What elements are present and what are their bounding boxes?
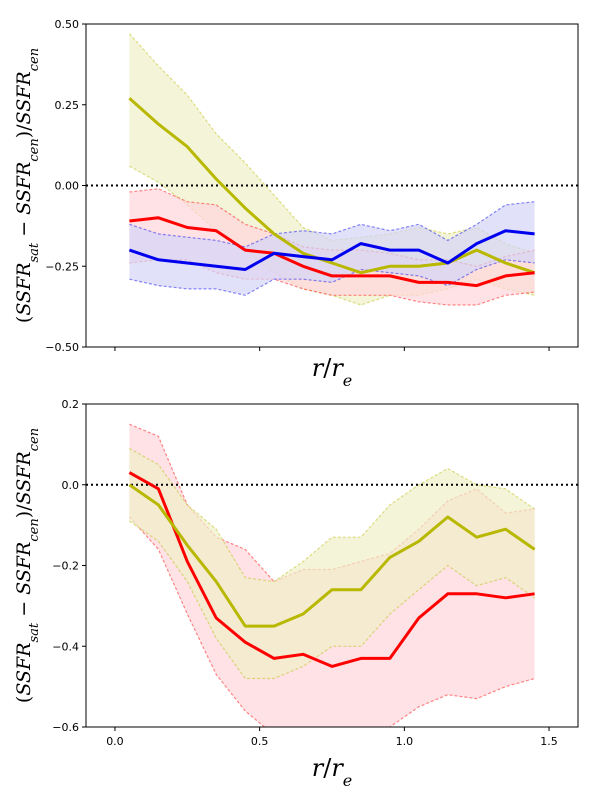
chart-bottom: −0.6 −0.4 −0.2 0.0 0.2 0.0 0.5 1.0 1.5 r/re (SSFRs… (13, 398, 579, 790)
y-tick-label: 0.0 (62, 479, 80, 492)
y-tick-label: 0.2 (62, 398, 80, 411)
y-tick-label: 0.25 (55, 99, 80, 112)
series-line (128, 97, 536, 275)
y-axis-label: (SSFRsat − SSFRcen)/SSFRcen (13, 48, 42, 323)
band-lower-edge (128, 516, 535, 727)
y-tick-label: −0.6 (52, 721, 79, 734)
confidence-band (129, 448, 535, 679)
y-tick-label: 0.00 (55, 180, 80, 193)
series-line (129, 216, 535, 288)
y-tick-label: −0.2 (52, 560, 79, 573)
x-axis-label: r/re (312, 754, 353, 790)
band-upper-edge (129, 447, 535, 583)
confidence-band (129, 201, 535, 296)
plot-area (86, 423, 578, 727)
y-axis-label: (SSFRsat − SSFRcen)/SSFRcen (13, 428, 42, 703)
x-tick-label: 0.0 (106, 735, 124, 748)
chart-top: −0.50 −0.25 0.00 0.25 0.50 r/re (SSFRsat − SSF… (13, 18, 579, 390)
band-lower-edge (129, 259, 535, 296)
y-tick-label: −0.4 (52, 640, 79, 653)
y-tick-label: 0.50 (55, 18, 80, 31)
x-tick-label: 0.5 (251, 735, 269, 748)
plot-area (86, 33, 578, 306)
series-line (128, 229, 535, 271)
x-tick-label: 1.5 (540, 735, 558, 748)
y-tick-label: −0.50 (45, 341, 79, 354)
y-tick-label: −0.25 (45, 260, 79, 273)
x-tick-label: 1.0 (396, 735, 414, 748)
series-line (128, 471, 535, 668)
x-axis-label: r/re (312, 354, 353, 390)
band-lower-edge (129, 520, 535, 680)
series-line (128, 483, 536, 628)
